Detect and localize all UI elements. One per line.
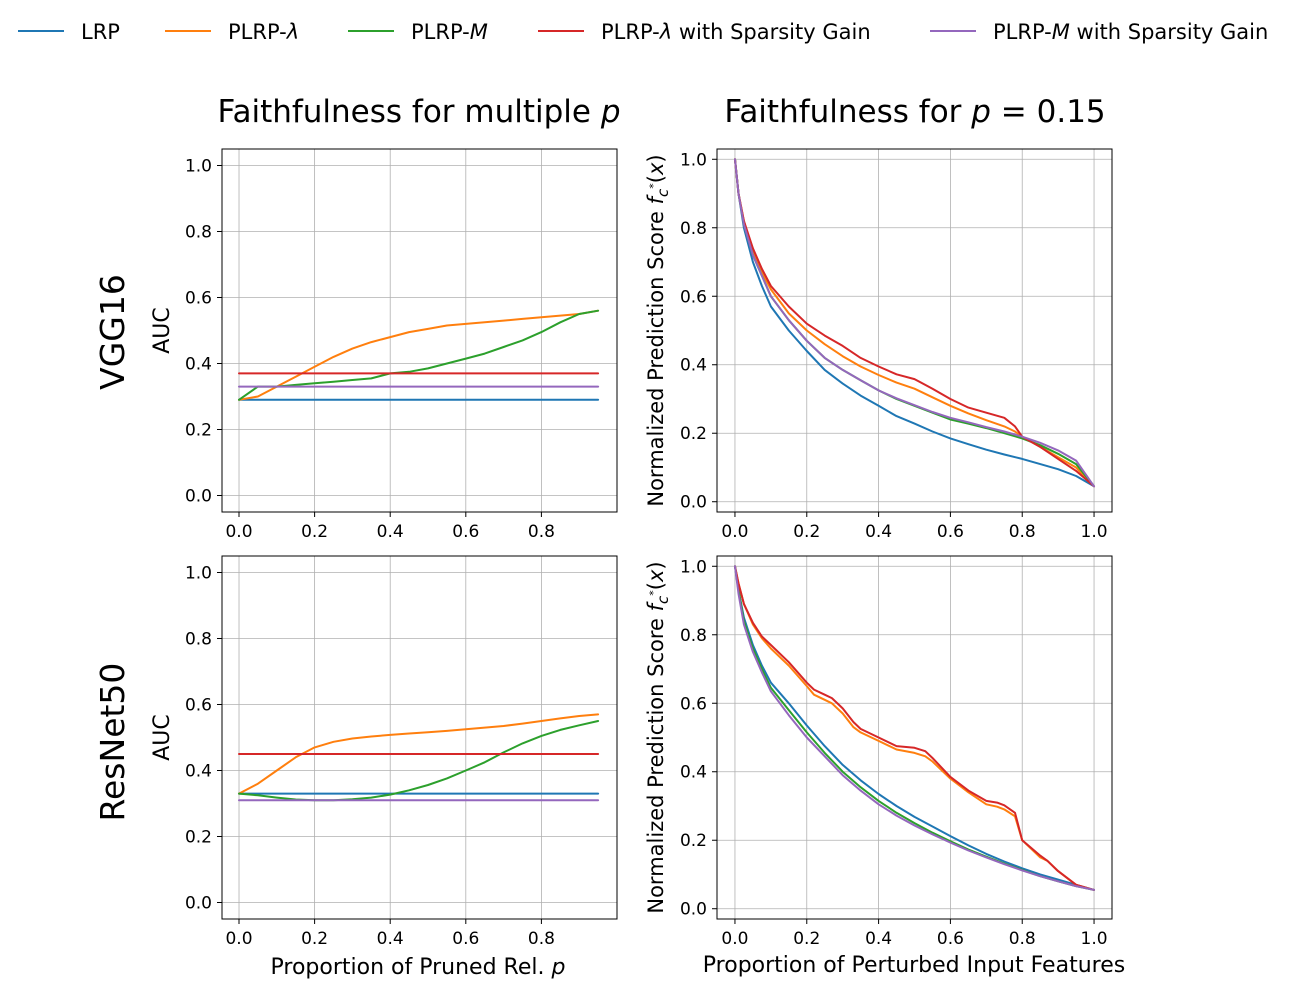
legend-label: PLRP-M (411, 20, 488, 44)
plot-vgg16-auc-vs-p: 0.0 0.2 0.4 0.6 0.8 0.0 0.2 0.4 0.6 0.8 1.0 AUC (150, 148, 618, 542)
x-tick-label: 0.4 (865, 522, 892, 542)
column-title-multiple-p: Faithfulness for multiple p (217, 94, 620, 130)
y-tick-label: 0.6 (680, 287, 707, 307)
y-tick-label: 0.0 (680, 900, 707, 920)
x-tick-label: 0.6 (937, 522, 964, 542)
y-tick-label: 0.4 (680, 763, 707, 783)
y-tick-label: 0.2 (185, 828, 212, 848)
series-line-lrp (734, 158, 1095, 488)
x-tick-label: 0.2 (793, 929, 820, 949)
y-tick-label: 0.2 (680, 424, 707, 444)
series-line-plrp-m (734, 565, 1095, 891)
y-axis-label: Normalized Prediction Score fc*(x) (644, 561, 672, 913)
legend-item-plrp_m: PLRP-M (348, 20, 488, 44)
legend-item-plrp_m_sg: PLRP-M with Sparsity Gain (930, 20, 1268, 44)
x-tick-label: 0.6 (937, 929, 964, 949)
y-tick-label: 0.4 (185, 355, 212, 375)
series-line-plrp- (734, 158, 1095, 488)
x-tick-label: 0.6 (452, 929, 479, 949)
series-line-plrp-m-with-sparsity-gain (734, 158, 1095, 488)
y-tick-label: 0.8 (680, 219, 707, 239)
x-tick-label: 0.0 (721, 929, 748, 949)
x-tick-label: 0.2 (301, 929, 328, 949)
y-tick-label: 0.6 (185, 289, 212, 309)
x-tick-label: 0.4 (377, 929, 404, 949)
series-line-plrp-m (238, 309, 600, 401)
x-tick-label: 0.8 (1009, 522, 1036, 542)
legend-label: PLRP-λ (228, 20, 299, 44)
y-tick-label: 0.8 (185, 223, 212, 243)
y-tick-label: 1.0 (185, 157, 212, 177)
series-line-plrp-m (734, 158, 1095, 488)
x-axis-label: Proportion of Perturbed Input Features (703, 953, 1125, 978)
y-axis-label: Normalized Prediction Score fc*(x) (644, 154, 672, 506)
plot-vgg16-prediction-score: 0.0 0.2 0.4 0.6 0.8 1.0 0.0 0.2 0.4 0.6 0.8 1.0 Norm… (644, 148, 1113, 542)
axes-frame (221, 148, 618, 513)
legend-label: PLRP-M with Sparsity Gain (993, 20, 1268, 44)
legend-item-plrp_lambda: PLRP-λ (165, 20, 299, 44)
series-line-plrp-with-sparsity-gain (734, 565, 1095, 891)
row-label-resnet50: ResNet50 (93, 663, 132, 822)
x-tick-label: 0.2 (793, 522, 820, 542)
x-tick-label: 0.6 (452, 522, 479, 542)
legend-label: LRP (81, 20, 120, 44)
y-axis-label: AUC (150, 714, 175, 761)
x-tick-label: 0.2 (301, 522, 328, 542)
legend-item-lrp: LRP (18, 20, 120, 44)
series-line-plrp-with-sparsity-gain (734, 158, 1095, 488)
axes-frame (221, 555, 618, 920)
legend-item-plrp_lambda_sg: PLRP-λ with Sparsity Gain (538, 20, 871, 44)
x-tick-label: 0.8 (1009, 929, 1036, 949)
legend: LRP PLRP-λ PLRP-M PLRP-λ with Sparsity Gain… (18, 20, 1268, 44)
series-line-plrp- (238, 309, 600, 401)
y-tick-label: 0.2 (680, 831, 707, 851)
legend-label: PLRP-λ with Sparsity Gain (601, 20, 871, 44)
y-tick-label: 0.0 (185, 894, 212, 914)
series-line-plrp-m-with-sparsity-gain (734, 565, 1095, 891)
column-title-single-p: Faithfulness for p = 0.15 (724, 94, 1105, 130)
y-tick-label: 0.2 (185, 421, 212, 441)
y-tick-label: 0.0 (185, 487, 212, 507)
x-tick-label: 0.0 (225, 522, 252, 542)
x-tick-label: 0.8 (528, 929, 555, 949)
x-tick-label: 0.4 (865, 929, 892, 949)
y-tick-label: 0.8 (185, 630, 212, 650)
y-tick-label: 0.8 (680, 626, 707, 646)
y-tick-label: 1.0 (680, 557, 707, 577)
y-tick-label: 0.6 (185, 696, 212, 716)
x-tick-label: 0.0 (225, 929, 252, 949)
plot-resnet50-prediction-score: 0.0 0.2 0.4 0.6 0.8 1.0 0.0 0.2 0.4 0.6 0.8 1.0 Norm… (644, 555, 1125, 978)
y-tick-label: 0.4 (185, 762, 212, 782)
axes-frame (716, 148, 1113, 513)
y-tick-label: 1.0 (680, 150, 707, 170)
row-label-vgg16: VGG16 (93, 274, 132, 390)
y-tick-label: 0.6 (680, 694, 707, 714)
y-tick-label: 0.4 (680, 356, 707, 376)
series-line-plrp- (238, 713, 600, 795)
y-tick-label: 0.0 (680, 493, 707, 513)
series-line-lrp (734, 565, 1095, 891)
y-axis-label: AUC (150, 307, 175, 354)
x-tick-label: 1.0 (1081, 522, 1108, 542)
series-line-plrp- (734, 565, 1095, 891)
plot-resnet50-auc-vs-p: 0.0 0.2 0.4 0.6 0.8 0.0 0.2 0.4 0.6 0.8 1.0 AUC Prop… (150, 555, 618, 980)
x-tick-label: 0.4 (377, 522, 404, 542)
axes-frame (716, 555, 1113, 920)
x-tick-label: 1.0 (1081, 929, 1108, 949)
x-tick-label: 0.8 (528, 522, 555, 542)
x-tick-label: 0.0 (721, 522, 748, 542)
x-axis-label: Proportion of Pruned Rel. p (271, 955, 566, 980)
y-tick-label: 1.0 (185, 564, 212, 584)
